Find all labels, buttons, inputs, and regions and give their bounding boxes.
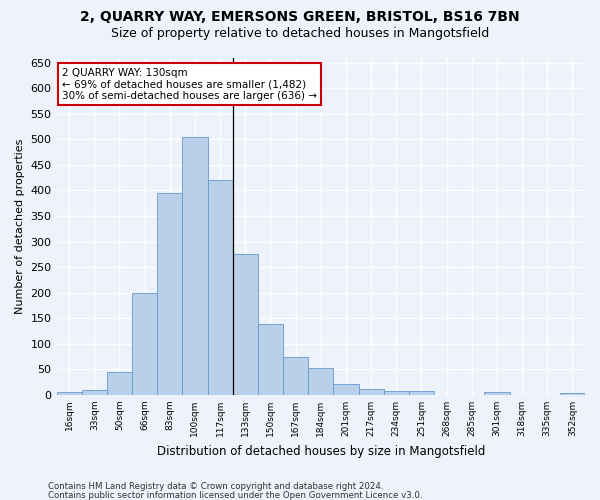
Y-axis label: Number of detached properties: Number of detached properties [15, 138, 25, 314]
Bar [56, 392, 82, 395]
Text: Size of property relative to detached houses in Mangotsfield: Size of property relative to detached ho… [111, 28, 489, 40]
Bar [258, 324, 283, 395]
Bar [560, 394, 585, 395]
Text: 2 QUARRY WAY: 130sqm
← 69% of detached houses are smaller (1,482)
30% of semi-de: 2 QUARRY WAY: 130sqm ← 69% of detached h… [62, 68, 317, 101]
Bar [182, 136, 208, 395]
Bar [233, 254, 258, 395]
Bar [383, 391, 409, 395]
X-axis label: Distribution of detached houses by size in Mangotsfield: Distribution of detached houses by size … [157, 444, 485, 458]
Text: Contains public sector information licensed under the Open Government Licence v3: Contains public sector information licen… [48, 490, 422, 500]
Bar [308, 368, 334, 395]
Bar [82, 390, 107, 395]
Text: Contains HM Land Registry data © Crown copyright and database right 2024.: Contains HM Land Registry data © Crown c… [48, 482, 383, 491]
Text: 2, QUARRY WAY, EMERSONS GREEN, BRISTOL, BS16 7BN: 2, QUARRY WAY, EMERSONS GREEN, BRISTOL, … [80, 10, 520, 24]
Bar [283, 356, 308, 395]
Bar [484, 392, 509, 395]
Bar [334, 384, 359, 395]
Bar [132, 292, 157, 395]
Bar [359, 389, 383, 395]
Bar [208, 180, 233, 395]
Bar [107, 372, 132, 395]
Bar [409, 391, 434, 395]
Bar [157, 193, 182, 395]
